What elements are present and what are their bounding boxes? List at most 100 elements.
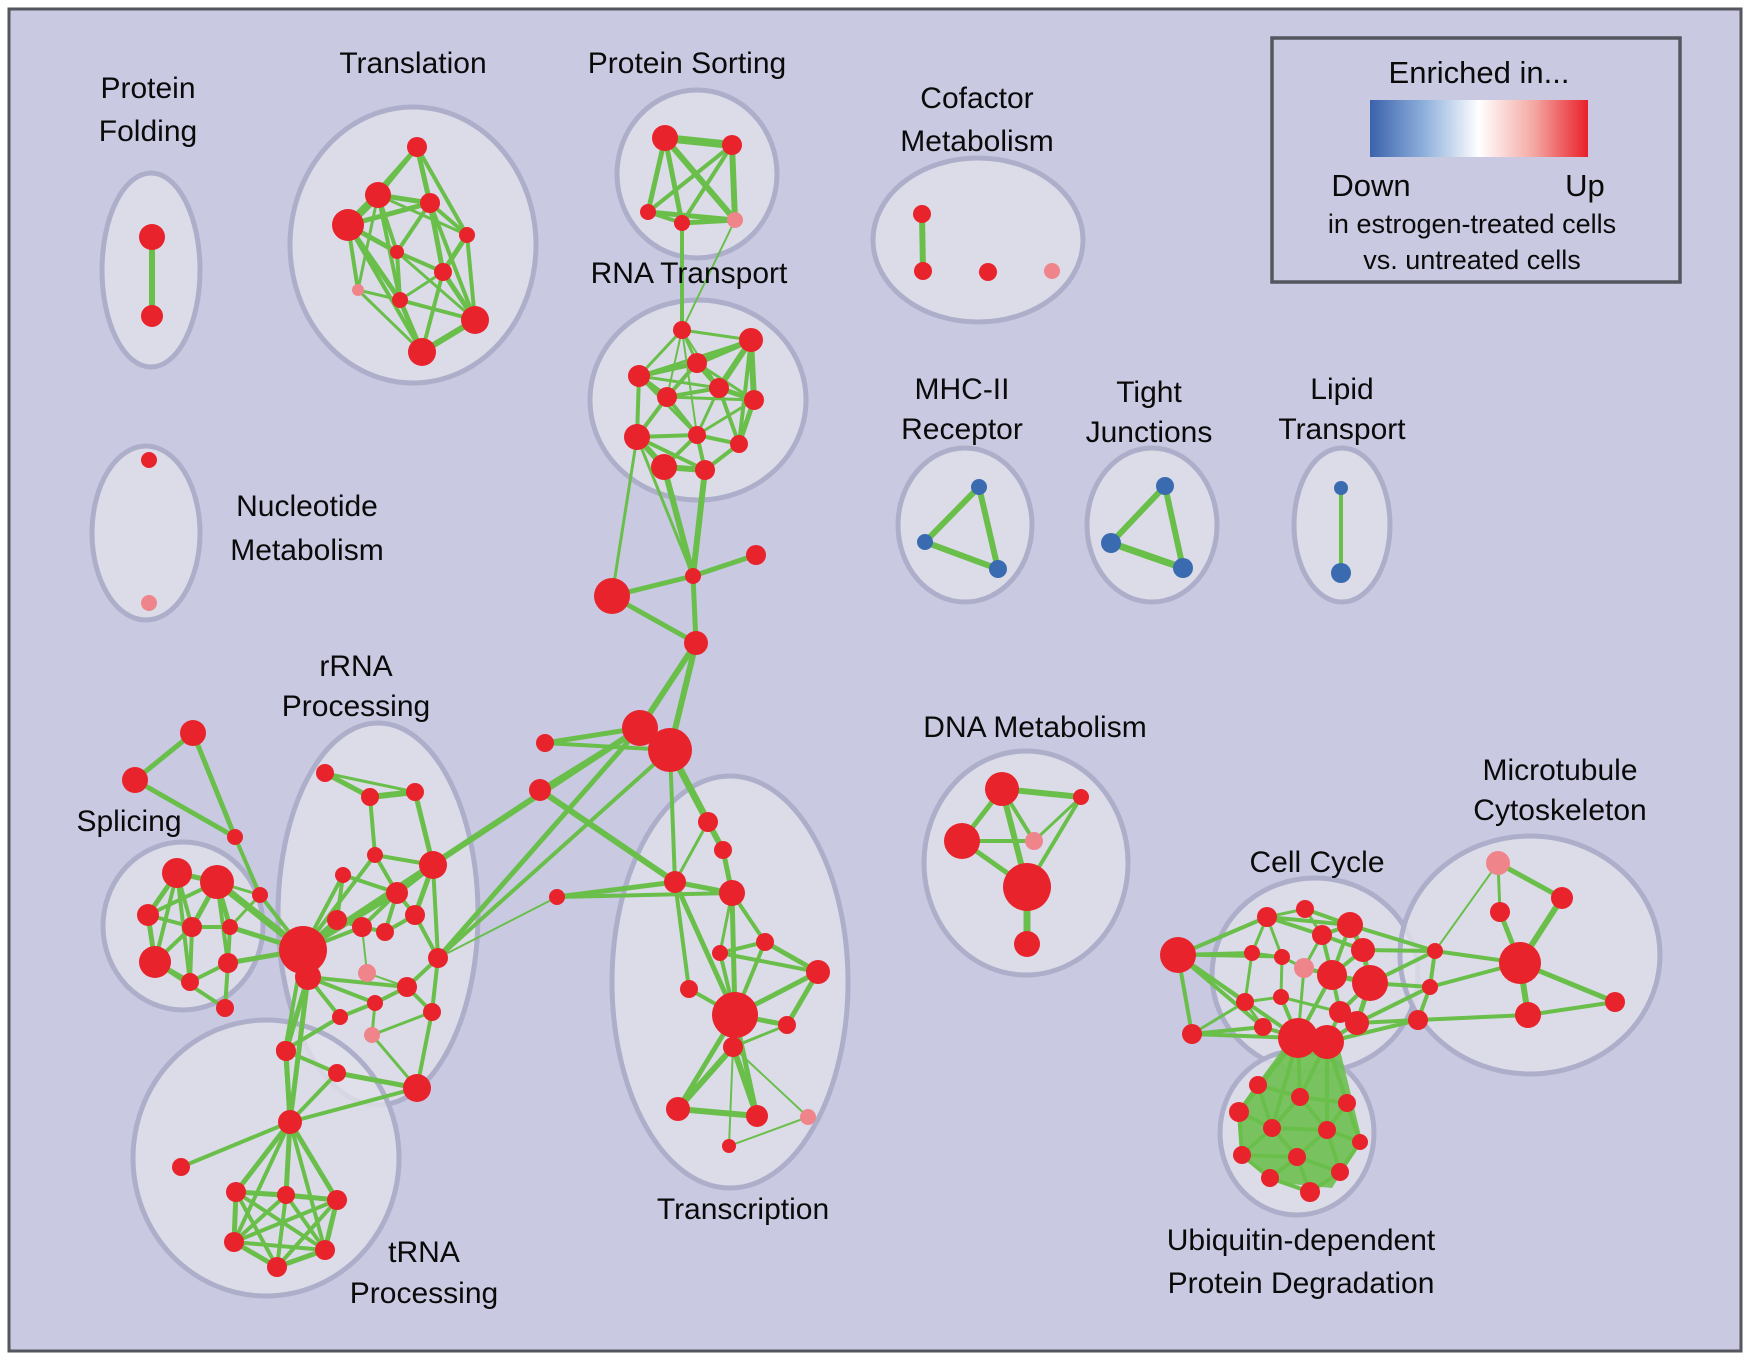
gene-set-node-C11 <box>1317 960 1347 990</box>
edge-M1-M3 <box>976 484 1001 572</box>
edge-PS2-PS5 <box>729 142 738 223</box>
gene-set-node-RT9 <box>688 426 706 444</box>
edge-M2-M3 <box>922 539 1001 572</box>
edge-R18-R21 <box>283 1015 342 1052</box>
gene-set-node-X15 <box>666 1097 690 1121</box>
edge-X3-X7 <box>555 891 734 899</box>
gene-set-node-PS5 <box>727 212 743 228</box>
gene-set-node-C10 <box>1294 958 1314 978</box>
gene-set-node-M1 <box>971 479 987 495</box>
gene-set-node-RT5 <box>709 378 729 398</box>
gene-set-node-R13 <box>295 964 321 990</box>
gene-set-node-PS2 <box>722 135 742 155</box>
gene-set-node-TN3 <box>328 1064 346 1082</box>
gene-set-node-X18 <box>722 1139 736 1153</box>
legend-border <box>1270 36 1682 284</box>
gene-set-node-D6 <box>1014 931 1040 957</box>
gene-set-node-C18 <box>1310 1025 1344 1059</box>
gene-set-node-T2 <box>365 182 391 208</box>
nodes-layer <box>122 125 1625 1277</box>
edge-MT5-MT9 <box>1416 1013 1530 1022</box>
edge-C3-C6 <box>1265 915 1352 927</box>
gene-set-node-X2 <box>529 779 551 801</box>
gene-set-node-TR1 <box>180 720 206 746</box>
edge-X4-X6 <box>673 820 710 884</box>
gene-set-node-T10 <box>461 306 489 334</box>
edge-D2-D4 <box>1032 795 1083 843</box>
legend-box: Enriched in... Down Up in estrogen-treat… <box>1270 36 1682 284</box>
edge-RT8-CH3 <box>610 435 639 598</box>
cluster-label-tight-junctions-line2: Junctions <box>1086 416 1213 449</box>
edge-X14-X16 <box>730 1044 760 1119</box>
gene-set-node-S8 <box>218 953 238 973</box>
gene-set-node-C14 <box>1273 989 1289 1005</box>
cluster-ellipse-cofactor-metabolism <box>870 155 1086 325</box>
dense-edge-blobs-layer <box>1240 1048 1362 1188</box>
gene-set-node-R17 <box>367 995 383 1011</box>
gene-set-node-R14 <box>358 964 376 982</box>
edge-X9-X10 <box>718 951 820 974</box>
gene-set-node-R12 <box>279 926 327 974</box>
ubiquitin-dense-edge-blob <box>1240 1048 1362 1188</box>
gene-set-node-U1 <box>1249 1076 1267 1094</box>
edge-CH1-CH2 <box>690 552 759 579</box>
gene-set-node-TN2 <box>276 1041 296 1061</box>
gene-set-node-T8 <box>352 284 364 296</box>
cluster-label-translation-line1: Translation <box>339 47 486 80</box>
edge-R22-TN1 <box>288 1086 419 1124</box>
gene-set-node-R1 <box>316 764 334 782</box>
cluster-label-nucleotide-metabolism-line2: Metabolism <box>230 534 383 567</box>
edge-CH6-R15 <box>436 748 672 960</box>
gene-set-node-X4 <box>698 812 718 832</box>
edge-PS1-PS4 <box>662 135 685 226</box>
gene-set-node-R20 <box>423 1003 441 1021</box>
edge-R1-R3 <box>323 771 417 794</box>
cluster-label-mhc-ii-receptor-line2: Receptor <box>901 413 1023 446</box>
cluster-ellipse-nucleotide-metabolism <box>89 443 203 623</box>
edge-RT7-RT9 <box>695 398 756 437</box>
edge-T6-T10 <box>395 250 477 322</box>
gene-set-node-MT6 <box>1605 992 1625 1012</box>
edge-TN1-TN9 <box>288 1120 327 1252</box>
gene-set-node-CH6 <box>648 728 692 772</box>
gene-set-node-MT9 <box>1408 1010 1428 1030</box>
gene-set-node-RT2 <box>739 328 763 352</box>
gene-set-node-R11 <box>405 905 425 925</box>
gene-set-node-MT1 <box>1486 851 1510 875</box>
gene-set-node-CM1 <box>913 205 931 223</box>
gene-set-node-T5 <box>459 227 475 243</box>
edge-X3-X6 <box>554 879 678 900</box>
edge-RT8-CH1 <box>635 435 695 578</box>
cluster-label-cell-cycle-line1: Cell Cycle <box>1249 846 1384 879</box>
gene-set-node-TN9 <box>315 1240 335 1260</box>
edge-T4-T11 <box>346 223 424 354</box>
edge-X14-X17 <box>732 1046 809 1118</box>
gene-set-node-S7 <box>181 973 199 991</box>
legend-gradient-bar <box>1370 100 1588 157</box>
edge-C7-MT7 <box>1361 948 1437 953</box>
edge-TN1-TN8 <box>232 1120 292 1244</box>
gene-set-node-T3 <box>420 193 440 213</box>
edge-PS4-PS5 <box>679 217 738 226</box>
edge-X14-X15 <box>675 1044 736 1112</box>
gene-set-node-MT8 <box>1422 979 1438 995</box>
gene-set-node-X8 <box>756 933 774 951</box>
edge-X2-X6 <box>537 787 678 885</box>
gene-set-node-T6 <box>390 245 404 259</box>
gene-set-node-R16 <box>397 977 417 997</box>
gene-set-node-R4 <box>367 847 383 863</box>
edge-TR3-S10 <box>233 835 262 897</box>
cluster-label-protein-folding-line1: Protein <box>100 72 195 105</box>
edge-CH5-R12 <box>300 725 643 953</box>
gene-set-node-MT2 <box>1490 902 1510 922</box>
cluster-label-microtubule-cytoskeleton-line2: Cytoskeleton <box>1473 794 1646 827</box>
gene-set-node-X6 <box>664 871 686 893</box>
gene-set-node-S1 <box>162 858 192 888</box>
edge-T1-T5 <box>415 145 469 237</box>
gene-set-node-PF2 <box>141 305 163 327</box>
gene-set-node-C3 <box>1257 907 1277 927</box>
gene-set-node-T7 <box>434 263 452 281</box>
cluster-ellipse-mhc-ii-receptor <box>895 445 1035 605</box>
gene-set-node-MT7 <box>1427 943 1443 959</box>
cluster-label-microtubule-cytoskeleton-line1: Microtubule <box>1482 754 1637 787</box>
